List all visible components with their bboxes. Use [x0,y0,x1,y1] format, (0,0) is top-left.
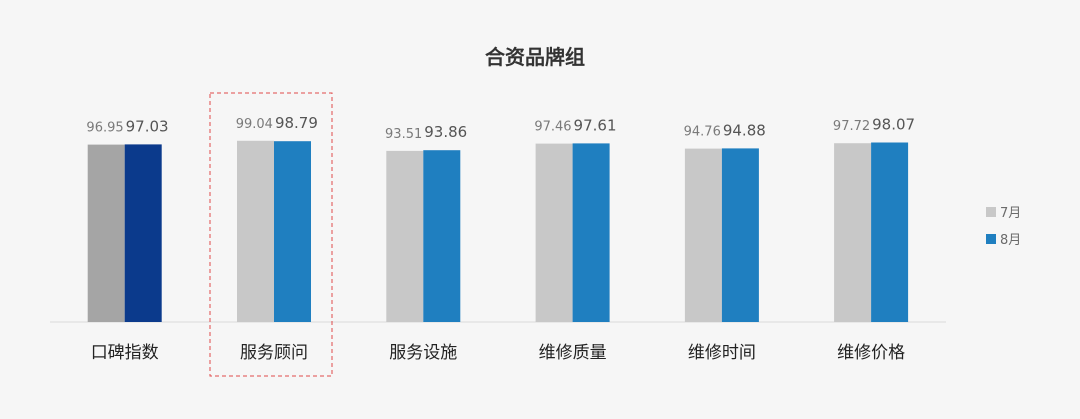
bar-aug-1 [274,141,311,322]
legend-swatch-0 [986,207,996,217]
legend-label-1: 8月 [1000,233,1021,248]
legend-swatch-1 [986,234,996,244]
value-label-aug-4: 94.88 [723,121,766,139]
bar-jul-4 [684,148,722,322]
category-label-0: 口碑指数 [91,343,159,363]
value-label-aug-1: 98.79 [275,114,318,132]
value-label-jul-4: 94.76 [684,125,721,140]
value-label-jul-5: 97.72 [833,119,870,134]
bar-jul-5 [834,143,872,322]
value-label-aug-0: 97.03 [126,117,169,135]
category-labels-group: 口碑指数 服务顾问 服务设施 维修质量 维修时间 维修价格 [91,343,905,363]
value-label-aug-5: 98.07 [872,116,915,134]
category-label-5: 维修价格 [837,343,905,363]
category-label-1: 服务顾问 [240,343,308,363]
bar-aug-0 [124,144,162,322]
bar-jul-2 [386,150,424,322]
value-labels-group: 96.95 97.03 99.04 98.79 93.51 93.86 97.46 97.61… [86,114,915,142]
category-label-3: 维修质量 [539,343,607,363]
value-label-aug-2: 93.86 [424,123,467,141]
bar-aug-2 [423,150,461,322]
value-label-jul-0: 96.95 [86,121,123,136]
highlight-frame [209,92,333,377]
chart-title: 合资品牌组 [485,45,585,69]
bars-group [87,140,909,322]
bar-jul-0 [87,144,125,322]
legend: 7月 8月 [986,206,1021,248]
value-label-jul-2: 93.51 [385,127,422,142]
category-label-4: 维修时间 [688,343,756,363]
value-label-jul-1: 99.04 [236,117,273,132]
bar-aug-5 [871,142,909,322]
category-label-2: 服务设施 [389,343,457,363]
bar-aug-4 [721,148,759,322]
bar-jul-1 [237,140,274,322]
bar-jul-3 [535,143,573,322]
bar-aug-3 [572,143,610,322]
value-label-jul-3: 97.46 [534,120,571,135]
value-label-aug-3: 97.61 [574,116,617,134]
legend-label-0: 7月 [1000,206,1021,221]
